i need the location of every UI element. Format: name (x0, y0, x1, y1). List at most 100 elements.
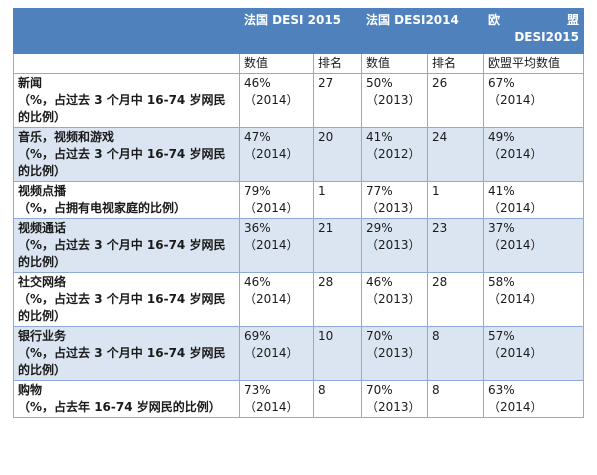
indicator-cell: 银行业务 （%，占过去 3 个月中 16-74 岁网民的比例） (13, 326, 240, 381)
eu-average-year: （2014） (488, 292, 543, 306)
value-2015: 46% (244, 76, 271, 90)
value-2015-cell: 79% （2014） (239, 181, 314, 219)
year-2014: （2013） (366, 93, 421, 107)
header-france-2014: 法国 DESI2014 (361, 8, 484, 54)
value-2015: 36% (244, 221, 271, 235)
table-row: 视频通话 （%，占过去 3 个月中 16-74 岁网民的比例） 36% （2014）… (13, 218, 584, 273)
eu-average-value: 63% (488, 383, 515, 397)
eu-average-cell: 58% （2014） (483, 272, 584, 327)
value-2014-cell: 46% （2013） (361, 272, 428, 327)
eu-average-cell: 37% （2014） (483, 218, 584, 273)
value-2015-cell: 69% （2014） (239, 326, 314, 381)
header-eu-2015: 欧 盟 DESI2015 (483, 8, 584, 54)
subheader-row: 数值 排名 数值 排名 欧盟平均数值 (13, 53, 584, 74)
year-2014: （2013） (366, 346, 421, 360)
year-2015: （2014） (244, 400, 299, 414)
indicator-desc: （%，占过去 3 个月中 16-74 岁网民的比例） (18, 147, 226, 178)
subheader-value-2015: 数值 (239, 53, 314, 74)
desi-comparison-table: 法国 DESI 2015 法国 DESI2014 欧 盟 DESI2015 数值… (13, 8, 584, 418)
indicator-name: 购物 (18, 383, 43, 397)
value-2015: 79% (244, 184, 271, 198)
rank-2014: 23 (427, 218, 484, 273)
subheader-eu-average: 欧盟平均数值 (483, 53, 584, 74)
indicator-desc: （%，占过去 3 个月中 16-74 岁网民的比例） (18, 292, 226, 323)
rank-2015: 21 (313, 218, 362, 273)
table-row: 视频点播 （%，占拥有电视家庭的比例） 79% （2014） 1 77% （2013）… (13, 181, 584, 219)
indicator-desc: （%，占去年 16-74 岁网民的比例） (18, 400, 221, 414)
year-2014: （2013） (366, 292, 421, 306)
indicator-cell: 新闻 （%，占过去 3 个月中 16-74 岁网民的比例） (13, 73, 240, 128)
value-2015: 69% (244, 329, 271, 343)
year-2014: （2012） (366, 147, 421, 161)
value-2014: 50% (366, 76, 393, 90)
indicator-cell: 视频点播 （%，占拥有电视家庭的比例） (13, 181, 240, 219)
indicator-name: 新闻 (18, 76, 43, 90)
header-france-2015: 法国 DESI 2015 (239, 8, 362, 54)
indicator-cell: 音乐，视频和游戏 （%，占过去 3 个月中 16-74 岁网民的比例） (13, 127, 240, 182)
rank-2014: 1 (427, 181, 484, 219)
year-2015: （2014） (244, 292, 299, 306)
rank-2015: 8 (313, 380, 362, 418)
year-2015: （2014） (244, 238, 299, 252)
subheader-value-2014: 数值 (361, 53, 428, 74)
indicator-cell: 购物 （%，占去年 16-74 岁网民的比例） (13, 380, 240, 418)
value-2014-cell: 70% （2013） (361, 380, 428, 418)
rank-2015: 10 (313, 326, 362, 381)
value-2014: 70% (366, 329, 393, 343)
indicator-cell: 视频通话 （%，占过去 3 个月中 16-74 岁网民的比例） (13, 218, 240, 273)
eu-average-cell: 57% （2014） (483, 326, 584, 381)
eu-average-year: （2014） (488, 346, 543, 360)
eu-average-year: （2014） (488, 400, 543, 414)
eu-average-cell: 41% （2014） (483, 181, 584, 219)
eu-average-value: 57% (488, 329, 515, 343)
eu-average-value: 41% (488, 184, 515, 198)
value-2014: 29% (366, 221, 393, 235)
value-2014-cell: 77% （2013） (361, 181, 428, 219)
subheader-rank-2014: 排名 (427, 53, 484, 74)
indicator-cell: 社交网络 （%，占过去 3 个月中 16-74 岁网民的比例） (13, 272, 240, 327)
table-row: 新闻 （%，占过去 3 个月中 16-74 岁网民的比例） 46% （2014） 2… (13, 73, 584, 128)
year-2014: （2013） (366, 201, 421, 215)
rank-2015: 27 (313, 73, 362, 128)
indicator-desc: （%，占过去 3 个月中 16-74 岁网民的比例） (18, 346, 226, 377)
indicator-name: 视频点播 (18, 184, 67, 198)
rank-2014: 8 (427, 380, 484, 418)
value-2015: 73% (244, 383, 271, 397)
year-2015: （2014） (244, 147, 299, 161)
year-2014: （2013） (366, 400, 421, 414)
indicator-desc: （%，占过去 3 个月中 16-74 岁网民的比例） (18, 93, 226, 124)
indicator-name: 音乐，视频和游戏 (18, 130, 115, 144)
header-eu-line2: DESI2015 (514, 30, 579, 44)
subheader-blank (13, 53, 240, 74)
rank-2015: 20 (313, 127, 362, 182)
value-2014: 70% (366, 383, 393, 397)
eu-average-cell: 49% （2014） (483, 127, 584, 182)
year-2015: （2014） (244, 93, 299, 107)
subheader-rank-2015: 排名 (313, 53, 362, 74)
eu-average-year: （2014） (488, 147, 543, 161)
value-2015-cell: 47% （2014） (239, 127, 314, 182)
rank-2014: 28 (427, 272, 484, 327)
eu-average-year: （2014） (488, 238, 543, 252)
value-2014-cell: 41% （2012） (361, 127, 428, 182)
rank-2014: 24 (427, 127, 484, 182)
year-2015: （2014） (244, 201, 299, 215)
indicator-desc: （%，占拥有电视家庭的比例） (18, 201, 187, 215)
value-2014: 77% (366, 184, 393, 198)
year-2014: （2013） (366, 238, 421, 252)
value-2014: 41% (366, 130, 393, 144)
indicator-name: 银行业务 (18, 329, 67, 343)
table-row: 银行业务 （%，占过去 3 个月中 16-74 岁网民的比例） 69% （2014）… (13, 326, 584, 381)
value-2014: 46% (366, 275, 393, 289)
value-2015: 46% (244, 275, 271, 289)
header-eu-line1: 欧 盟 (488, 13, 579, 27)
eu-average-cell: 67% （2014） (483, 73, 584, 128)
table-row: 购物 （%，占去年 16-74 岁网民的比例） 73% （2014） 8 70% （2… (13, 380, 584, 418)
eu-average-year: （2014） (488, 93, 543, 107)
value-2015-cell: 46% （2014） (239, 73, 314, 128)
eu-average-value: 37% (488, 221, 515, 235)
eu-average-value: 58% (488, 275, 515, 289)
value-2015-cell: 73% （2014） (239, 380, 314, 418)
value-2015-cell: 36% （2014） (239, 218, 314, 273)
